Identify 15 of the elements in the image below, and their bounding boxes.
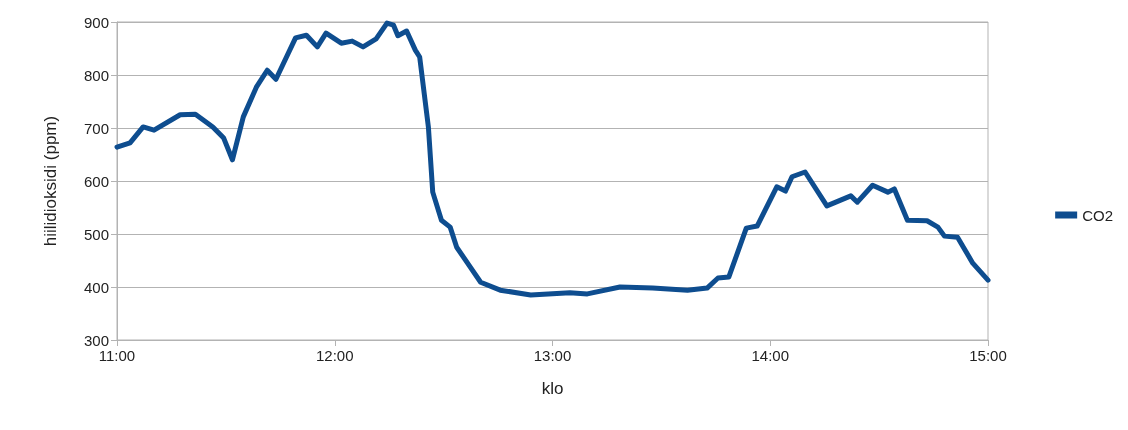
- y-tick-label: 800: [83, 66, 109, 84]
- x-axis-title: klo: [541, 379, 564, 398]
- x-tick-label: 13:00: [533, 347, 572, 364]
- x-tick-label: 15:00: [969, 347, 1007, 364]
- x-tick-label: 12:00: [315, 347, 354, 364]
- y-tick-label: 900: [83, 13, 109, 31]
- x-tick-label: 11:00: [98, 347, 136, 364]
- y-axis-title: hiilidioksidi (ppm): [41, 115, 60, 247]
- legend-label: CO2: [1082, 206, 1113, 224]
- x-tick-label: 14:00: [751, 347, 790, 364]
- y-tick-label: 700: [83, 119, 109, 137]
- y-tick-label: 400: [83, 278, 109, 296]
- y-tick-label: 600: [83, 172, 109, 190]
- y-tick-label: 500: [83, 225, 109, 243]
- y-tick-label: 300: [83, 331, 109, 349]
